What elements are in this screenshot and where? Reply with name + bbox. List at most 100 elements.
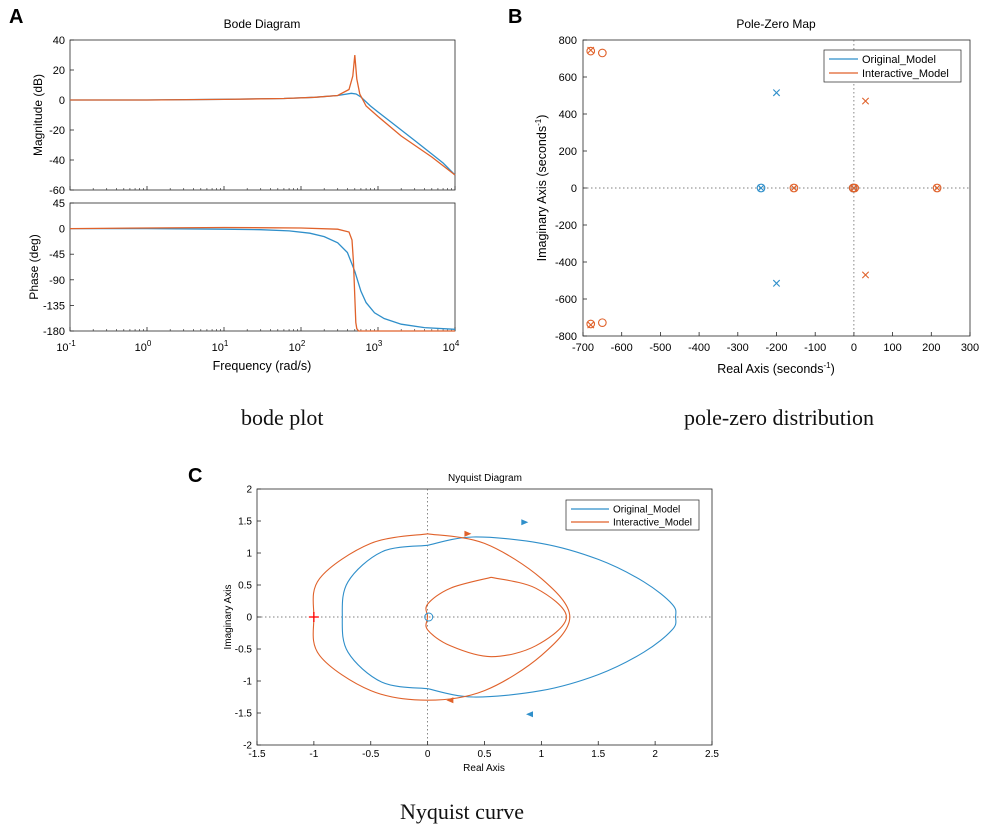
nyquist-curve-outer-interactive_model: [312, 533, 571, 701]
nyquist-xtick-label: -0.5: [362, 749, 380, 760]
nyquist-legend-label: Interactive_Model: [613, 518, 692, 529]
phase-ytick-label: 45: [53, 198, 65, 210]
phase-axes: [69, 202, 456, 332]
pzmap-xtick-label: -700: [572, 342, 594, 354]
nyquist-xtick-label: -1.5: [248, 749, 266, 760]
pzmap-xtick-label: -600: [611, 342, 633, 354]
pzmap-panel: Pole-Zero Map -700 -600 -500 -400 -300 -200 -1…: [534, 17, 979, 376]
magnitude-ytick-label: 40: [53, 35, 65, 47]
pzmap-ytick-label: 400: [559, 109, 577, 121]
pzmap-xtick-label: 200: [922, 342, 940, 354]
pzmap-ytick-label: -600: [555, 294, 577, 306]
nyquist-xtick-label: 1: [539, 749, 545, 760]
nyquist-ytick-label: 0.5: [238, 581, 252, 592]
nyquist-ytick-label: -2: [243, 741, 252, 752]
nyquist-direction-arrow: [446, 697, 454, 704]
nyquist-legend-label: Original_Model: [613, 505, 680, 516]
panel-label-b: B: [508, 6, 523, 28]
nyquist-xtick-label: -1: [309, 749, 318, 760]
pzmap-data-layer: -700 -600 -500 -400 -300 -200 -100 0 100 200 300 80…: [555, 35, 979, 354]
pzmap-xtick-label: 300: [961, 342, 979, 354]
nyquist-curve-outer-original_model: [427, 536, 677, 698]
pzmap-ytick-label: 600: [559, 72, 577, 84]
nyquist-xtick-label: 1.5: [591, 749, 605, 760]
pzmap-ytick-label: -800: [555, 331, 577, 343]
nyquist-panel: Nyquist Diagram -1.5 -1 -0.5 0 0.5 1 1.5 2 2.5 2 1…: [223, 473, 719, 774]
phase-ylabel: Phase (deg): [27, 234, 41, 299]
nyquist-xlabel: Real Axis: [463, 763, 505, 774]
bode-xtick-label: 10-1: [56, 339, 76, 354]
nyquist-direction-arrow: [521, 519, 529, 526]
bode-xlabel: Frequency (rad/s): [213, 359, 312, 373]
pzmap-xlabel: Real Axis (seconds-1): [717, 361, 835, 376]
nyquist-xtick-label: 2.5: [705, 749, 719, 760]
pzmap-legend-label: Original_Model: [862, 54, 936, 66]
bode-xtick-label: 104: [443, 339, 460, 354]
magnitude-axes: [69, 39, 456, 191]
phase-line-interactive_model: [69, 226, 455, 332]
pzmap-ytick-label: 200: [559, 146, 577, 158]
nyquist-ytick-label: 0: [246, 613, 252, 624]
panel-label-c: C: [188, 465, 203, 487]
nyquist-curve-inner-interactive_model: [425, 576, 567, 658]
caption-nyquist: Nyquist curve: [400, 799, 525, 824]
pzmap-ytick-label: -400: [555, 257, 577, 269]
phase-ytick-label: -180: [43, 326, 65, 338]
bode-title: Bode Diagram: [224, 17, 301, 31]
nyquist-direction-arrow: [464, 530, 472, 537]
zero-marker-interactive_model: [586, 46, 596, 56]
zero-marker-interactive_model: [597, 318, 607, 328]
nyquist-ytick-label: 1.5: [238, 517, 252, 528]
pzmap-legend: Original_Model Interactive_Model: [823, 49, 962, 83]
nyquist-axes: [256, 488, 713, 746]
pzmap-xtick-label: -400: [688, 342, 710, 354]
zero-marker-interactive_model: [597, 48, 607, 58]
magnitude-ylabel: Magnitude (dB): [31, 74, 45, 156]
pzmap-ytick-label: -200: [555, 220, 577, 232]
phase-ytick-label: 0: [59, 224, 65, 236]
panel-label-a: A: [9, 6, 24, 28]
bode-xtick-label: 103: [366, 339, 383, 354]
phase-line-original_model: [70, 227, 456, 330]
magnitude-line-interactive_model: [70, 54, 456, 176]
phase-ytick-label: -135: [43, 300, 65, 312]
pzmap-legend-label: Interactive_Model: [862, 68, 949, 80]
caption-pzmap: pole-zero distribution: [684, 405, 875, 430]
pzmap-title: Pole-Zero Map: [736, 17, 816, 31]
bode-xtick-label: 101: [212, 339, 229, 354]
pole-marker-interactive_model: [861, 271, 870, 279]
nyquist-xtick-label: 2: [652, 749, 658, 760]
phase-ytick-label: -45: [49, 249, 65, 261]
pzmap-xtick-label: -300: [727, 342, 749, 354]
zero-marker-interactive_model: [850, 183, 860, 193]
phase-ytick-label: -90: [49, 275, 65, 287]
pzmap-xtick-label: -500: [649, 342, 671, 354]
pzmap-ylabel: Imaginary Axis (seconds-1): [534, 115, 549, 262]
nyquist-xtick-label: 0.5: [478, 749, 492, 760]
magnitude-ytick-label: -20: [49, 125, 65, 137]
pzmap-xtick-label: -100: [804, 342, 826, 354]
bode-xtick-label: 100: [135, 339, 152, 354]
nyquist-ylabel: Imaginary Axis: [223, 584, 234, 649]
zero-marker-interactive_model: [586, 319, 596, 329]
nyquist-curve-inner-original_model: [341, 544, 428, 690]
nyquist-xtick-label: 0: [425, 749, 431, 760]
nyquist-data-layer: -1.5 -1 -0.5 0 0.5 1 1.5 2 2.5 2 1.5 1 0.5 0 -0.5 -1 -1.…: [235, 485, 720, 761]
nyquist-direction-arrow: [526, 711, 533, 718]
nyquist-origin-loop: [424, 612, 434, 622]
nyquist-ytick-label: -1: [243, 677, 252, 688]
pole-marker-original_model: [772, 279, 781, 287]
nyquist-legend: Original_Model Interactive_Model: [565, 499, 700, 531]
pzmap-xtick-label: -200: [765, 342, 787, 354]
pole-marker-original_model: [757, 184, 765, 192]
pole-marker-interactive_model: [790, 184, 798, 192]
pzmap-ytick-label: 800: [559, 35, 577, 47]
magnitude-ytick-label: -60: [49, 185, 65, 197]
nyquist-title: Nyquist Diagram: [448, 473, 522, 484]
zero-marker-interactive_model: [932, 183, 942, 193]
zero-marker-interactive_model: [789, 183, 799, 193]
bode-xtick-label: 102: [289, 339, 306, 354]
